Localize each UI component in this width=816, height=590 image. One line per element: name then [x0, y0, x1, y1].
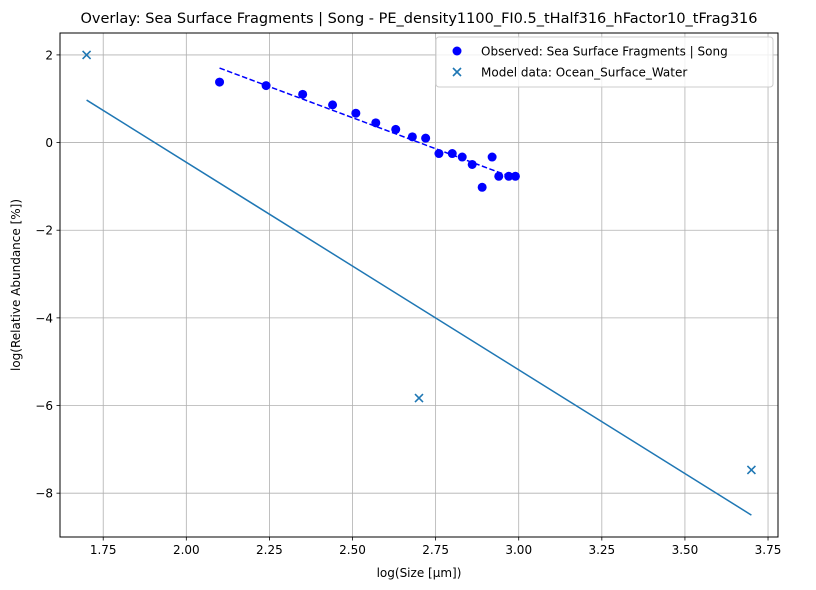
observed-point [351, 108, 361, 118]
x-marker-stroke [746, 465, 756, 475]
model-point [414, 393, 424, 403]
x-tick-label: 2.75 [422, 543, 449, 557]
x-marker-stroke [82, 50, 92, 60]
observed-point [407, 132, 417, 142]
y-tick-label: −8 [35, 487, 53, 501]
x-tick-label: 1.75 [90, 543, 117, 557]
y-tick-label: −2 [35, 224, 53, 238]
model-point [746, 465, 756, 475]
observed-point [487, 152, 497, 162]
x-tick-label: 3.75 [755, 543, 782, 557]
x-tick-label: 3.25 [588, 543, 615, 557]
chart-title: Overlay: Sea Surface Fragments | Song - … [80, 11, 757, 27]
observed-point [328, 100, 338, 110]
model-fit-line [86, 99, 752, 516]
plot-series [82, 50, 756, 516]
y-tick-label: −4 [35, 311, 53, 325]
observed-point [504, 171, 514, 181]
model-point [82, 50, 92, 60]
legend-x-marker [452, 67, 462, 77]
x-marker-stroke [452, 67, 462, 77]
legend-label: Observed: Sea Surface Fragments | Song [481, 45, 728, 59]
x-axis-title: log(Size [µm]) [377, 566, 462, 580]
observed-point [510, 171, 520, 181]
x-tick-label: 2.25 [256, 543, 283, 557]
y-tick-label: −6 [35, 399, 53, 413]
x-marker-stroke [414, 393, 424, 403]
axis-ticks: 1.75 2.00 2.25 2.50 2.75 3.00 3.25 3.50 3.75 2 0 −2… [35, 48, 781, 557]
plot-frame [59, 32, 779, 538]
observed-point [261, 81, 271, 91]
legend-box [435, 36, 774, 88]
observed-point [371, 118, 381, 128]
observed-point [447, 149, 457, 159]
observed-point [215, 77, 225, 87]
observed-point [457, 152, 467, 162]
legend: Observed: Sea Surface Fragments | Song Mo… [435, 36, 774, 88]
y-tick-label: 0 [45, 136, 53, 150]
x-tick-label: 2.50 [339, 543, 366, 557]
observed-point [421, 133, 431, 143]
observed-point [467, 159, 477, 169]
x-tick-label: 3.00 [505, 543, 532, 557]
y-axis-title: log(Relative Abundance [%]) [9, 199, 23, 371]
legend-circle-marker [452, 46, 462, 56]
x-tick-label: 2.00 [173, 543, 200, 557]
observed-point [494, 171, 504, 181]
observed-point [434, 149, 444, 159]
observed-point [298, 89, 308, 99]
observed-point [391, 124, 401, 134]
y-tick-label: 2 [45, 48, 53, 62]
x-tick-label: 3.50 [672, 543, 699, 557]
grid [60, 33, 778, 537]
observed-point [477, 182, 487, 192]
legend-label: Model data: Ocean_Surface_Water [481, 66, 687, 80]
